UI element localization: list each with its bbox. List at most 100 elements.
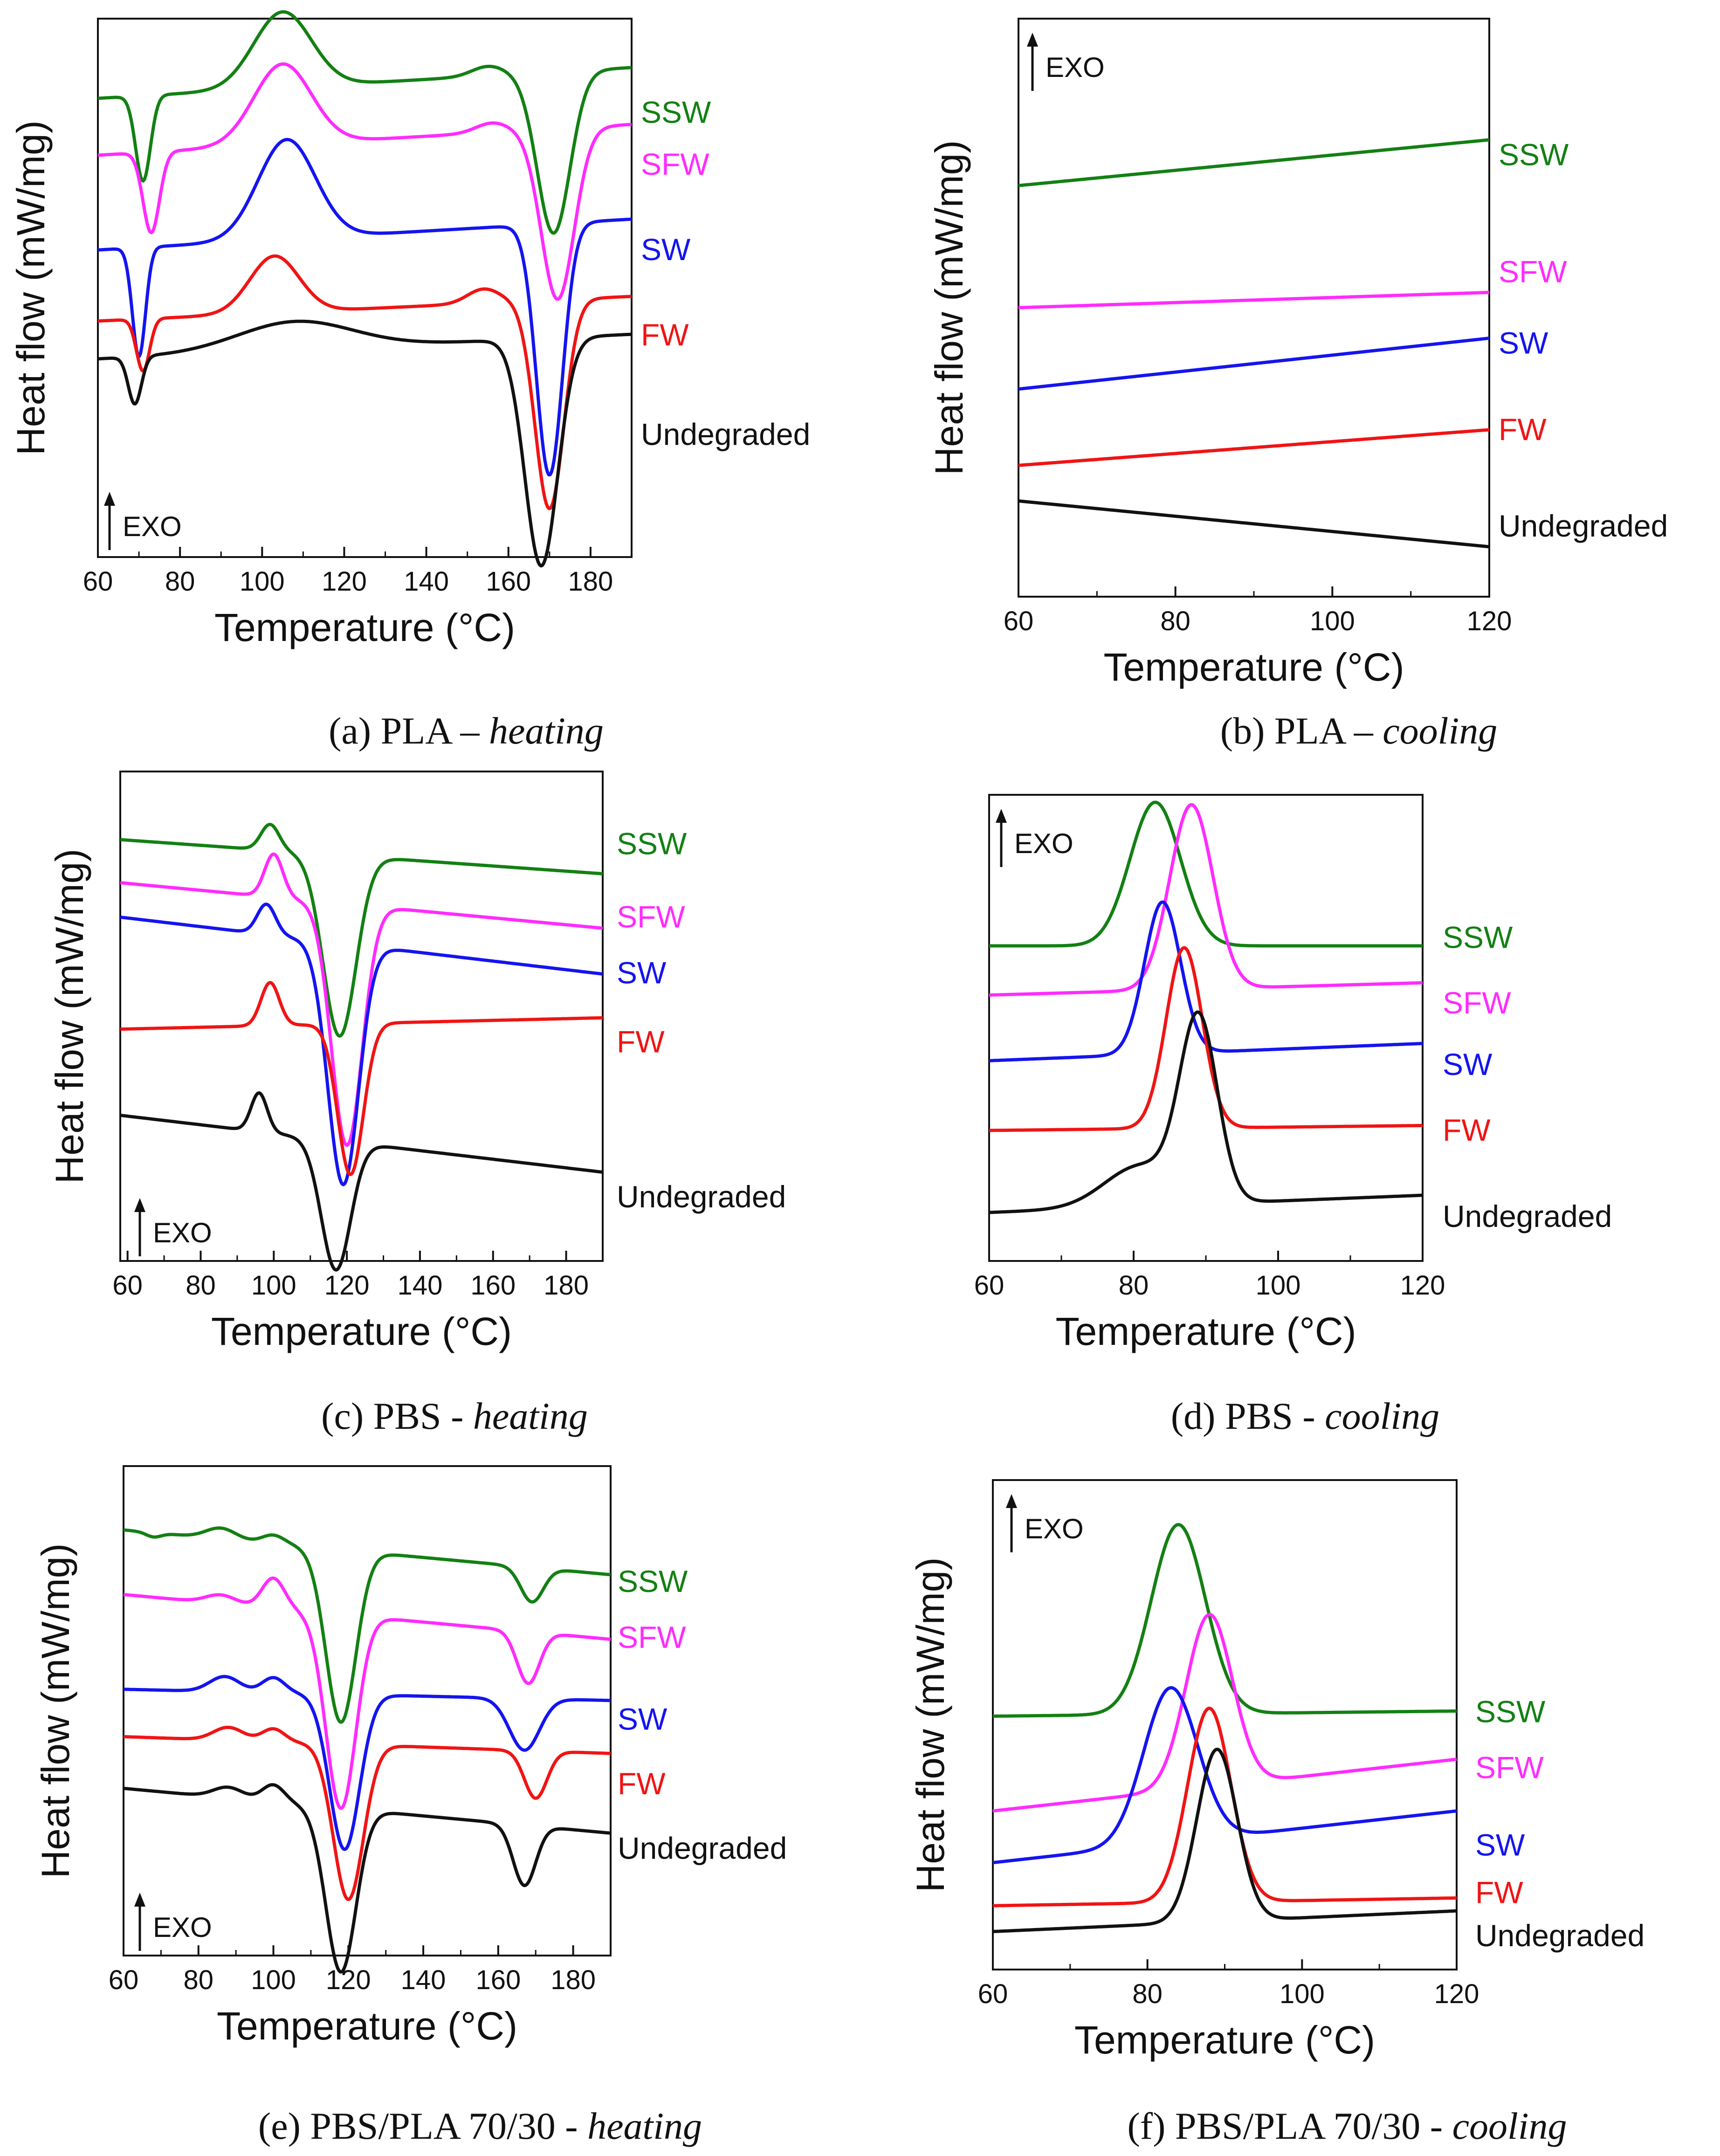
x-tick-label: 140 xyxy=(404,566,449,597)
series-label-undegraded: Undegraded xyxy=(1475,1918,1644,1953)
x-tick-label: 60 xyxy=(1004,606,1034,636)
series-label-fw: FW xyxy=(641,317,689,352)
x-tick-label: 80 xyxy=(165,566,195,597)
exo-arrow-icon xyxy=(104,492,115,506)
series-line-ssw xyxy=(120,823,603,1038)
x-tick-label: 120 xyxy=(322,566,367,597)
series-line-fw xyxy=(992,1707,1457,1908)
series-line-sfw xyxy=(97,62,632,301)
series-label-undegraded: Undegraded xyxy=(617,1179,786,1214)
x-tick-label: 100 xyxy=(1280,1979,1325,2009)
x-tick-label: 120 xyxy=(326,1965,371,1995)
x-tick-label: 160 xyxy=(486,566,531,597)
series-line-sw xyxy=(1018,337,1490,391)
x-axis-label: Temperature (°C) xyxy=(217,2004,517,2048)
series-label-ssw: SSW xyxy=(617,826,687,861)
series-line-undegraded xyxy=(120,1091,603,1272)
x-tick-label: 140 xyxy=(398,1270,443,1301)
exo-arrow-icon xyxy=(1027,33,1038,47)
panel-b: 60 80 100 120 Temperature (°C) Heat flow (mW/… xyxy=(927,18,1668,689)
series-line-fw xyxy=(1018,428,1490,467)
series-label-sfw: SFW xyxy=(1443,985,1511,1020)
panel-e: 60 80 100 120 140 160 180 Temperature (°C) Heat … xyxy=(34,1465,787,2048)
x-tick-label: 120 xyxy=(1400,1270,1445,1301)
x-tick-label: 60 xyxy=(112,1270,143,1301)
y-axis-label: Heat flow (mW/mg) xyxy=(908,1557,952,1893)
series-line-sw xyxy=(992,1686,1457,1865)
panel-d: 60 80 100 120 Temperature (°C) EXO SSW SFW SW FW U… xyxy=(974,794,1612,1353)
x-tick-label: 80 xyxy=(1132,1979,1163,2009)
exo-arrow-icon xyxy=(134,1893,145,1907)
series-label-sw: SW xyxy=(641,232,691,267)
caption-a: (a) PLA – heating xyxy=(329,709,604,752)
plot-frame-a xyxy=(97,18,633,558)
x-axis-label: Temperature (°C) xyxy=(211,1309,512,1353)
series-label-ssw: SSW xyxy=(1443,920,1513,954)
series-label-sw: SW xyxy=(1499,325,1548,360)
x-tick-label: 100 xyxy=(251,1965,296,1995)
series-line-ssw xyxy=(97,10,632,235)
series-line-sw xyxy=(97,138,632,476)
caption-f: (f) PBS/PLA 70/30 - cooling xyxy=(1127,2105,1567,2147)
exo-label: EXO xyxy=(1014,828,1073,859)
series-line-sfw xyxy=(123,1576,611,1810)
series-line-undegraded xyxy=(988,1010,1424,1214)
series-label-fw: FW xyxy=(1499,412,1547,447)
y-axis-label: Heat flow (mW/mg) xyxy=(927,140,971,475)
x-tick-label: 80 xyxy=(1119,1270,1149,1301)
series-label-undegraded: Undegraded xyxy=(641,417,810,452)
series-line-ssw xyxy=(1018,138,1490,187)
panel-c: 60 80 100 120 140 160 180 Temperature (°C) Heat … xyxy=(48,771,786,1353)
exo-arrow-icon xyxy=(1006,1494,1017,1508)
x-tick-label: 80 xyxy=(184,1965,214,1995)
exo-label: EXO xyxy=(153,1912,212,1943)
x-tick-label: 60 xyxy=(83,566,113,597)
series-label-sw: SW xyxy=(617,956,667,990)
series-label-fw: FW xyxy=(617,1024,665,1059)
series-label-sfw: SFW xyxy=(617,899,685,934)
caption-c: (c) PBS - heating xyxy=(321,1395,588,1437)
series-line-fw xyxy=(123,1726,611,1901)
x-tick-label: 160 xyxy=(470,1270,516,1301)
exo-arrow-icon xyxy=(134,1198,145,1212)
series-label-sw: SW xyxy=(1443,1047,1493,1081)
exo-label: EXO xyxy=(123,511,182,542)
x-tick-label: 120 xyxy=(1434,1979,1479,2009)
series-line-fw xyxy=(97,254,632,510)
x-tick-label: 100 xyxy=(1310,606,1355,636)
series-label-sw: SW xyxy=(1475,1828,1525,1862)
x-axis-label: Temperature (°C) xyxy=(214,606,515,649)
series-line-sfw xyxy=(992,1612,1457,1813)
x-tick-label: 80 xyxy=(1160,606,1190,636)
x-axis-label: Temperature (°C) xyxy=(1055,1309,1356,1353)
x-tick-label: 180 xyxy=(550,1965,596,1995)
series-label-sw: SW xyxy=(618,1701,667,1736)
series-label-sfw: SFW xyxy=(1475,1750,1544,1784)
series-label-fw: FW xyxy=(1475,1875,1523,1909)
series-label-undegraded: Undegraded xyxy=(618,1831,787,1866)
series-label-fw: FW xyxy=(618,1766,666,1801)
x-tick-label: 80 xyxy=(186,1270,216,1301)
x-tick-label: 120 xyxy=(1467,606,1512,636)
series-line-ssw xyxy=(123,1526,611,1724)
series-line-undegraded xyxy=(1018,499,1490,549)
series-label-sfw: SFW xyxy=(618,1620,686,1654)
exo-label: EXO xyxy=(153,1217,212,1248)
panel-f: 60 80 100 120 Temperature (°C) Heat flow (mW/… xyxy=(908,1479,1644,2062)
x-axis-label: Temperature (°C) xyxy=(1074,2018,1375,2062)
series-label-ssw: SSW xyxy=(1475,1694,1546,1729)
y-axis-label: Heat flow (mW/mg) xyxy=(34,1543,77,1879)
exo-arrow-icon xyxy=(996,809,1007,823)
x-tick-label: 180 xyxy=(568,566,613,597)
series-line-fw xyxy=(120,981,603,1176)
series-label-ssw: SSW xyxy=(1499,138,1569,172)
x-tick-label: 140 xyxy=(401,1965,446,1995)
x-tick-label: 100 xyxy=(251,1270,296,1301)
series-line-sw xyxy=(123,1674,611,1851)
x-tick-label: 60 xyxy=(109,1965,139,1995)
caption-b: (b) PLA – cooling xyxy=(1220,709,1497,752)
y-axis-label: Heat flow (mW/mg) xyxy=(48,849,91,1184)
y-axis-label: Heat flow (mW/mg) xyxy=(9,120,53,455)
x-axis-label: Temperature (°C) xyxy=(1103,645,1404,689)
x-tick-label: 60 xyxy=(974,1270,1004,1301)
